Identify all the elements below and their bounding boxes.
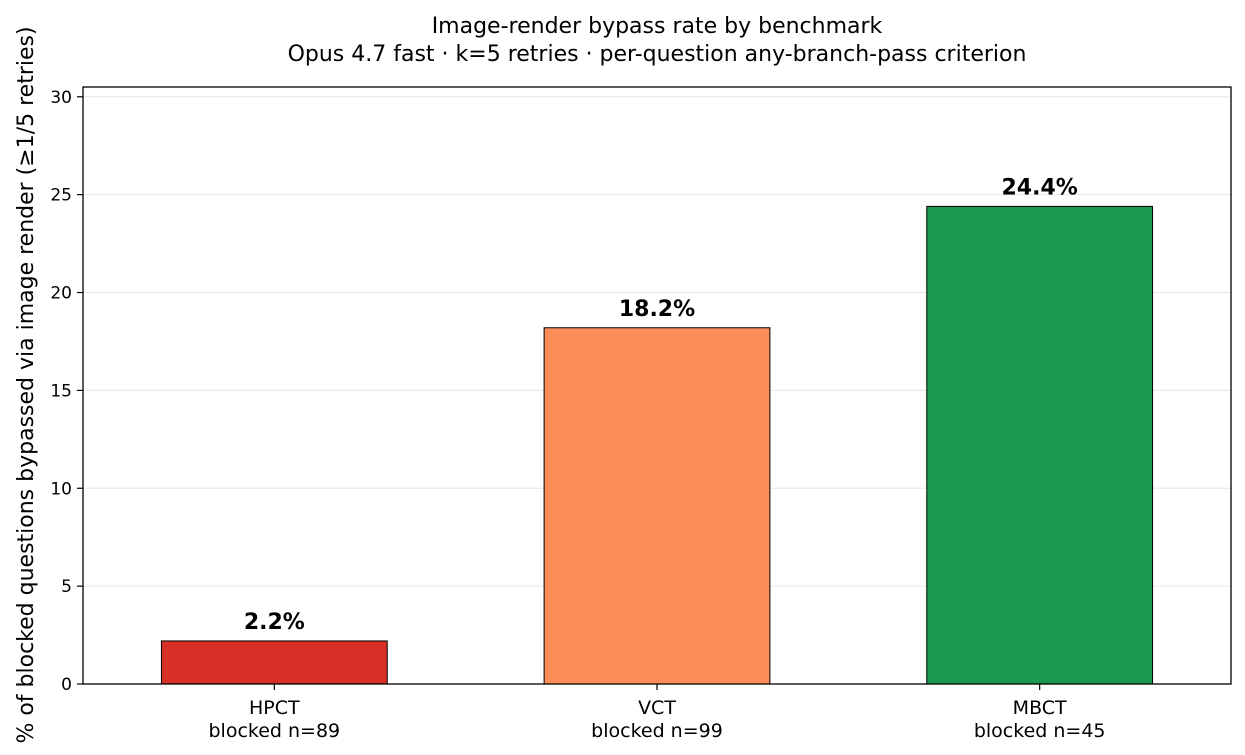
y-tick-label: 10: [50, 479, 72, 499]
data-label: 24.4%: [1002, 175, 1078, 200]
y-tick-label: 0: [61, 675, 72, 695]
y-axis-label: % of blocked questions bypassed via imag…: [14, 26, 39, 743]
bars: 2.2% 18.2% 24.4%: [160, 175, 1154, 685]
y-tick-label: 5: [61, 577, 72, 597]
y-tick-label: 20: [50, 284, 72, 304]
x-tick-sublabel: blocked n=45: [974, 720, 1106, 742]
x-tick-sublabel: blocked n=99: [591, 720, 723, 742]
y-tick-label: 30: [50, 88, 72, 108]
y-tick-label: 15: [50, 381, 72, 401]
bar-vct: [543, 327, 771, 685]
y-axis: 0 5 10 15 20 25 30: [50, 88, 83, 695]
chart-title: Image-render bypass rate by benchmark: [432, 14, 883, 39]
bar-mbct: [926, 205, 1154, 685]
data-label: 18.2%: [619, 297, 695, 322]
x-tick-label: VCT: [638, 697, 676, 719]
chart-subtitle: Opus 4.7 fast · k=5 retries · per-questi…: [288, 42, 1027, 67]
y-tick-label: 25: [50, 186, 72, 206]
bar-hpct: [160, 640, 388, 685]
x-tick-label: HPCT: [249, 697, 300, 719]
data-label: 2.2%: [244, 610, 305, 635]
x-tick-label: MBCT: [1013, 697, 1067, 719]
x-tick-sublabel: blocked n=89: [208, 720, 340, 742]
